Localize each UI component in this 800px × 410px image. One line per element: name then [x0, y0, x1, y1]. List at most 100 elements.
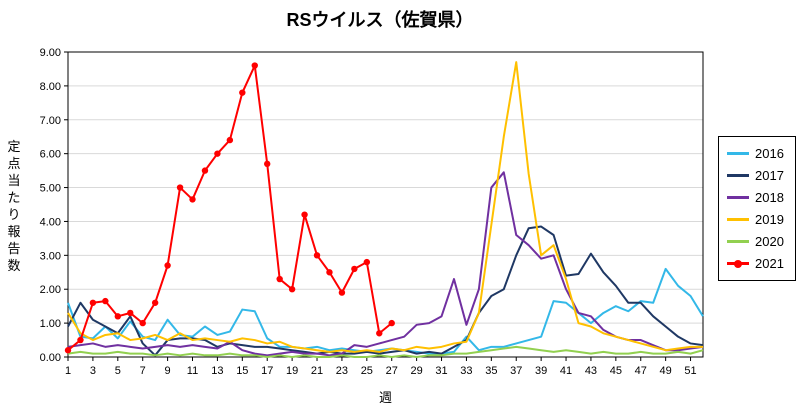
x-tick-label: 11 [187, 365, 198, 377]
y-tick-label: 2.00 [40, 284, 61, 296]
series-line-2019 [67, 61, 703, 353]
series-line-2020 [67, 345, 704, 358]
y-axis-label-char: 報 [7, 224, 21, 239]
x-tick-label: 7 [140, 365, 146, 377]
legend-label: 2018 [755, 190, 784, 205]
series-marker-2021 [201, 167, 209, 174]
x-tick-label: 15 [236, 365, 248, 377]
plot-area: 0.00 1.00 2.00 3.00 4.00 5.00 6.00 7.00 8.00 9.00… [40, 47, 704, 377]
series-marker-2021 [251, 62, 258, 69]
legend-label: 2017 [755, 168, 784, 183]
y-axis-label-char: り [7, 207, 21, 222]
series-marker-2021 [139, 319, 146, 327]
series-marker-2021 [226, 136, 234, 144]
x-tick-label: 25 [361, 365, 373, 377]
y-tick-label: 5.00 [40, 183, 61, 195]
series-marker-2021 [288, 286, 296, 293]
x-tick-label: 19 [286, 365, 298, 377]
series-marker-2021 [214, 150, 221, 157]
series-marker-2021 [301, 211, 308, 218]
legend-item-2016: 2016 [727, 146, 787, 161]
series-marker-2021 [351, 265, 358, 273]
chart-title: RSウイルス（佐賀県） [286, 10, 474, 30]
y-tick-label: 3.00 [40, 250, 61, 262]
x-tick-label: 37 [510, 365, 522, 377]
legend-label: 2021 [755, 256, 784, 271]
y-tick-label: 9.00 [40, 47, 61, 59]
x-tick-label: 9 [165, 365, 171, 377]
x-tick-label: 51 [684, 365, 696, 377]
series-marker-2021 [376, 330, 383, 337]
y-axis-label-char: 定 [7, 139, 21, 154]
legend-marker-dot [734, 259, 742, 268]
series-marker-2021 [326, 269, 333, 276]
legend-item-2020: 2020 [727, 234, 787, 249]
legend-label: 2016 [755, 146, 784, 161]
x-axis-label: 週 [378, 390, 392, 405]
x-tick-label: 33 [460, 365, 472, 377]
y-tick-label: 7.00 [40, 115, 61, 127]
series-marker-2021 [127, 309, 134, 317]
legend-swatch [727, 152, 749, 155]
series-line-2017 [67, 225, 704, 357]
legend-label: 2020 [755, 234, 784, 249]
y-tick-label: 1.00 [40, 318, 61, 330]
x-tick-label: 41 [560, 365, 572, 377]
legend-swatch [727, 240, 749, 243]
legend-item-2017: 2017 [727, 168, 787, 183]
series-marker-2021 [64, 347, 72, 354]
x-tick-label: 39 [535, 365, 547, 377]
y-axis-label: 定点当たり報告数 [6, 138, 22, 274]
series-marker-2021 [176, 184, 184, 191]
y-tick-label: 8.00 [40, 81, 61, 93]
legend-item-2021: 2021 [727, 256, 787, 271]
series-marker-2021 [102, 297, 109, 305]
y-axis-label-char: 数 [7, 258, 21, 273]
series-line-2018 [67, 171, 704, 357]
y-axis-label-char: 告 [7, 241, 21, 256]
series-marker-2021 [388, 319, 395, 327]
series-marker-2021 [189, 196, 196, 203]
legend-swatch [727, 196, 749, 199]
legend-label: 2019 [755, 212, 784, 227]
series-marker-2021 [239, 89, 246, 96]
x-tick-label: 47 [635, 365, 647, 377]
legend: 2016 2017 2018 2019 2020 2021 [718, 136, 796, 281]
x-tick-label: 43 [585, 365, 597, 377]
series-line-2021 [67, 64, 393, 351]
legend-swatch [727, 174, 749, 177]
x-tick-label: 21 [311, 365, 323, 377]
legend-item-2018: 2018 [727, 190, 787, 205]
y-tick-label: 0.00 [40, 352, 61, 364]
x-tick-label: 17 [261, 365, 273, 377]
x-tick-label: 3 [90, 365, 96, 377]
series-marker-2021 [164, 262, 171, 269]
x-tick-label: 13 [211, 365, 223, 377]
series-marker-2021 [363, 258, 371, 266]
legend-swatch [727, 218, 749, 221]
y-axis-label-char: 当 [7, 173, 21, 188]
x-tick-label: 1 [65, 365, 71, 377]
x-tick-label: 35 [485, 365, 497, 377]
x-tick-label: 31 [435, 365, 447, 377]
x-tick-label: 27 [386, 365, 398, 377]
y-axis-label-char: た [7, 190, 21, 205]
x-tick-label: 29 [411, 365, 423, 377]
series-marker-2021 [338, 289, 346, 296]
series-marker-2021 [264, 160, 271, 168]
x-tick-label: 5 [115, 365, 121, 377]
series-marker-2021 [313, 252, 321, 259]
y-tick-label: 4.00 [40, 216, 61, 228]
x-tick-label: 45 [610, 365, 622, 377]
y-tick-label: 6.00 [40, 149, 61, 161]
x-tick-label: 23 [336, 365, 348, 377]
y-axis-label-char: 点 [7, 156, 21, 171]
series-marker-2021 [89, 299, 97, 306]
series-marker-2021 [151, 299, 159, 306]
legend-swatch [727, 259, 749, 268]
legend-item-2019: 2019 [727, 212, 787, 227]
series-marker-2021 [114, 313, 122, 320]
series-marker-2021 [77, 336, 84, 344]
x-tick-label: 49 [660, 365, 672, 377]
